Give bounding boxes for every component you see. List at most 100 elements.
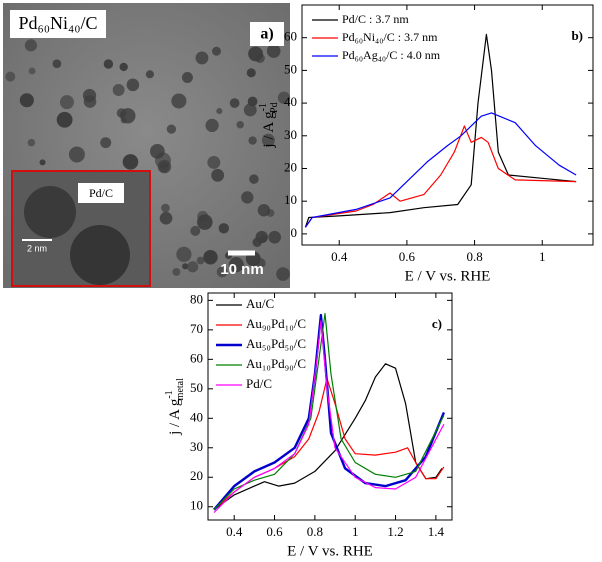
y-axis-label: j / A g-1Pd	[258, 102, 280, 148]
y-tick-label: 40	[190, 409, 203, 424]
particle	[126, 78, 140, 92]
particle	[119, 62, 128, 72]
particle	[195, 51, 209, 65]
inset-particle	[24, 186, 76, 238]
legend-label: Au₉₀Pd₁₀/C	[246, 316, 306, 331]
series-line	[304, 33, 577, 228]
particle	[181, 72, 193, 83]
x-tick-label: 0.6	[399, 249, 416, 264]
panel-label: c)	[432, 316, 442, 331]
legend-label: Au/C	[246, 296, 274, 311]
sample-label: Pd₆₀Ni₄₀/C	[18, 13, 97, 33]
particle	[83, 95, 97, 108]
particle	[241, 191, 254, 204]
particle	[112, 84, 125, 96]
x-tick-label: 0.4	[331, 249, 348, 264]
particle	[211, 46, 221, 56]
particle	[159, 211, 173, 225]
series-line	[213, 313, 445, 511]
particle	[248, 136, 257, 145]
panel-label: a)	[260, 26, 273, 43]
tem-image: Pd₆₀Ni₄₀/C a) Pd/C 2 nm 10 nm	[3, 3, 291, 288]
particle	[243, 103, 257, 117]
particle	[276, 267, 290, 281]
particle	[56, 111, 73, 128]
particle	[197, 214, 213, 230]
x-tick-label: 0.6	[266, 524, 283, 539]
x-tick-label: 1.4	[428, 524, 445, 539]
particle	[277, 91, 291, 104]
y-tick-label: 20	[190, 468, 203, 483]
y-tick-label: 70	[190, 321, 203, 336]
particle	[120, 117, 127, 124]
particle	[166, 124, 177, 134]
y-tick-label: 0	[291, 225, 298, 240]
series-line	[304, 112, 577, 228]
particle	[100, 137, 112, 149]
particle	[190, 225, 201, 236]
particle	[229, 98, 240, 108]
y-tick-label: 30	[284, 127, 297, 142]
plot-frame	[301, 4, 594, 246]
particle	[68, 146, 85, 163]
legend-label: Pd/C : 3.7 nm	[342, 12, 409, 26]
particle	[246, 68, 256, 78]
scale-label: 10 nm	[220, 261, 263, 278]
x-tick-label: 0.8	[307, 524, 323, 539]
x-axis-label: E / V vs. RHE	[287, 543, 373, 559]
particle	[176, 246, 192, 262]
particle	[172, 268, 181, 276]
particle	[248, 46, 263, 62]
particle	[268, 230, 281, 244]
particle	[252, 237, 262, 247]
y-tick-label: 50	[284, 61, 297, 76]
particle	[266, 44, 281, 58]
y-tick-label: 50	[190, 380, 203, 395]
particle	[205, 118, 219, 133]
particle	[211, 168, 225, 182]
particle	[116, 108, 127, 118]
panel-box	[250, 22, 284, 46]
particle	[249, 174, 259, 184]
panel-label: b)	[571, 28, 583, 43]
particle	[182, 263, 189, 270]
inset-particle	[70, 225, 130, 285]
particle	[207, 156, 221, 169]
particle	[24, 39, 37, 52]
y-label-sup: -1	[164, 390, 175, 398]
particle	[27, 138, 36, 147]
label-box	[10, 10, 106, 38]
x-tick-label: 1.2	[387, 524, 403, 539]
particle	[122, 154, 139, 170]
particle	[266, 209, 275, 217]
y-tick-label: 60	[284, 29, 297, 44]
particle	[150, 143, 165, 159]
y-label-sup: -1	[258, 103, 269, 111]
particle	[171, 93, 187, 109]
particle	[59, 95, 74, 110]
x-tick-label: 1	[352, 524, 359, 539]
y-tick-label: 10	[284, 192, 297, 207]
particle	[19, 93, 34, 108]
inset-label-box	[78, 183, 124, 203]
particle	[145, 70, 154, 79]
particle	[5, 71, 16, 82]
particle	[203, 250, 218, 265]
x-tick-label: 0.4	[226, 524, 243, 539]
particle	[216, 266, 228, 278]
inset-label: Pd/C	[89, 186, 113, 200]
particle	[216, 108, 223, 115]
legend-label: Au₅₀Pd₅₀/C	[246, 336, 306, 351]
y-label-main: j / A g	[167, 398, 183, 436]
particle	[28, 67, 36, 75]
particle	[52, 59, 62, 69]
x-axis-label: E / V vs. RHE	[405, 268, 491, 284]
legend-label: Pd₆₀Ag₄₀/C : 4.0 nm	[342, 48, 441, 62]
particle	[161, 203, 170, 213]
plot-frame	[207, 292, 453, 521]
y-label-sub: Pd	[269, 102, 280, 113]
y-tick-label: 30	[190, 439, 203, 454]
particle	[187, 261, 199, 273]
particle	[39, 159, 46, 166]
